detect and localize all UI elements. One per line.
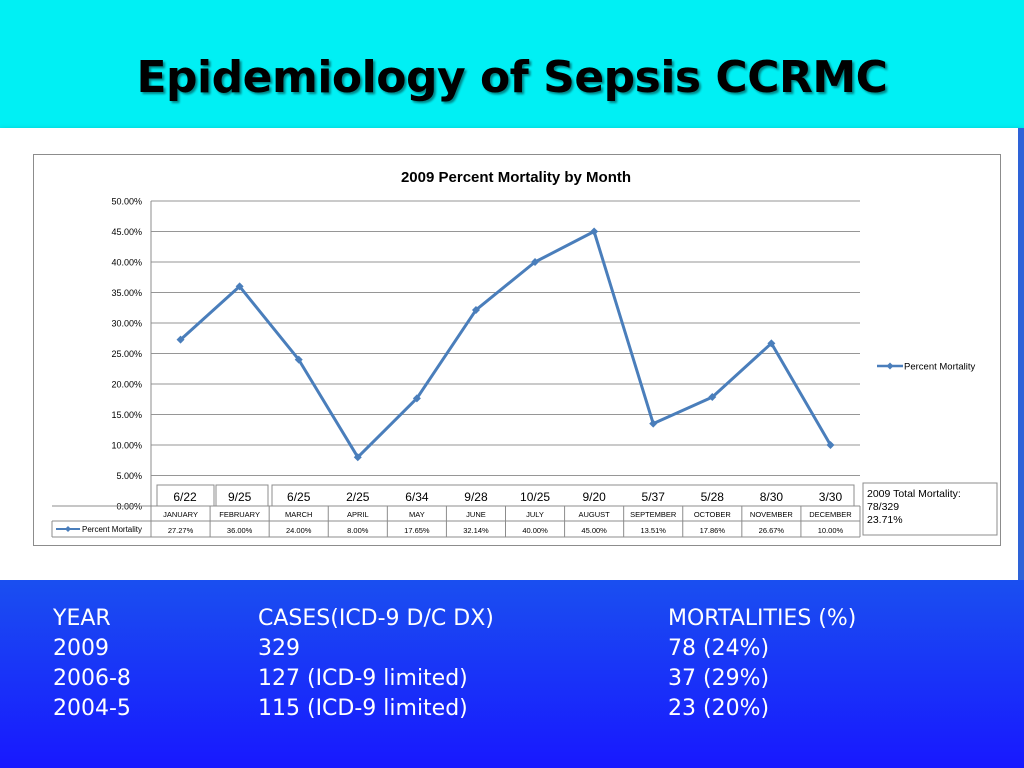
ratio-label: 5/28 [701,490,725,504]
category-label: MAY [409,510,425,519]
data-point [294,355,303,364]
row-mortalities: 37 (29%) [668,666,770,691]
table-series-label: Percent Mortality [82,525,142,534]
data-label: 26.67% [759,526,785,535]
row-cases: 127 (ICD-9 limited) [258,666,468,691]
category-label: FEBRUARY [219,510,260,519]
data-point [353,453,362,462]
category-label: JULY [526,510,544,519]
y-tick-label: 45.00% [111,227,142,237]
total-mortality-line1: 2009 Total Mortality: [867,488,961,500]
row-mortalities: 78 (24%) [668,636,770,661]
y-tick-label: 40.00% [111,258,142,268]
ratio-label: 6/34 [405,490,429,504]
data-label: 32.14% [463,526,489,535]
ratio-label: 3/30 [819,490,843,504]
series-line [179,230,832,459]
header-year: YEAR [53,606,111,631]
ratio-label: 9/20 [582,490,606,504]
category-label: DECEMBER [809,510,852,519]
data-point [176,335,185,344]
y-tick-label: 5.00% [116,471,142,481]
stats-band [0,580,1024,768]
ratio-label: 2/25 [346,490,370,504]
y-tick-label: 20.00% [111,380,142,390]
legend-key-marker [886,362,894,370]
total-mortality-box [862,482,998,536]
category-label: AUGUST [578,510,610,519]
data-point [708,393,717,402]
row-year: 2004-5 [53,696,131,721]
category-label: JUNE [466,510,486,519]
row-year: 2009 [53,636,109,661]
chart-frame [33,154,1001,546]
category-label: SEPTEMBER [630,510,677,519]
data-label: 8.00% [347,526,369,535]
data-point [412,394,421,403]
data-label: 27.27% [168,526,194,535]
data-point [235,282,244,291]
data-point [767,339,776,348]
row-cases: 329 [258,636,300,661]
chart-title: 2009 Percent Mortality by Month [401,169,631,186]
data-point [590,227,599,236]
y-tick-label: 25.00% [111,349,142,359]
row-mortalities: 23 (20%) [668,696,770,721]
total-mortality-line3: 23.71% [867,514,903,526]
category-label: APRIL [347,510,369,519]
data-label: 10.00% [818,526,844,535]
category-label: OCTOBER [694,510,732,519]
category-label: NOVEMBER [750,510,794,519]
data-label: 36.00% [227,526,253,535]
ratio-box [271,484,855,507]
ratio-box [156,484,215,507]
data-point [826,441,835,449]
y-tick-label: 10.00% [111,441,142,451]
data-point [471,305,480,314]
data-label: 17.65% [404,526,430,535]
data-label: 45.00% [581,526,607,535]
ratio-box [215,484,269,507]
ratio-label: 6/22 [173,490,197,504]
y-tick-label: 35.00% [111,288,142,298]
data-label: 13.51% [640,526,666,535]
data-point [649,419,658,428]
y-tick-label: 50.00% [111,197,142,207]
table-legend-key-marker [65,526,71,532]
data-label: 40.00% [522,526,548,535]
mortality-chart: 2009 Percent Mortality by Month0.00%5.00… [51,169,998,538]
ratio-label: 9/25 [228,490,252,504]
row-year: 2006-8 [53,666,131,691]
y-tick-label: 30.00% [111,319,142,329]
row-cases: 115 (ICD-9 limited) [258,696,468,721]
ratio-label: 5/37 [642,490,666,504]
legend-label: Percent Mortality [904,362,976,373]
data-label: 24.00% [286,526,312,535]
header-cases: CASES(ICD-9 D/C DX) [258,606,494,631]
y-tick-label: 15.00% [111,410,142,420]
category-label: JANUARY [163,510,198,519]
title-band [0,0,1024,128]
ratio-label: 8/30 [760,490,784,504]
ratio-label: 10/25 [520,490,550,504]
header-mortalities: MORTALITIES (%) [668,606,857,631]
category-label: MARCH [285,510,313,519]
slide-title: Epidemiology of Sepsis CCRMC [136,52,888,103]
total-mortality-line2: 78/329 [867,501,899,513]
data-label: 17.86% [700,526,726,535]
ratio-label: 9/28 [464,490,488,504]
data-point [531,258,540,266]
ratio-label: 6/25 [287,490,311,504]
